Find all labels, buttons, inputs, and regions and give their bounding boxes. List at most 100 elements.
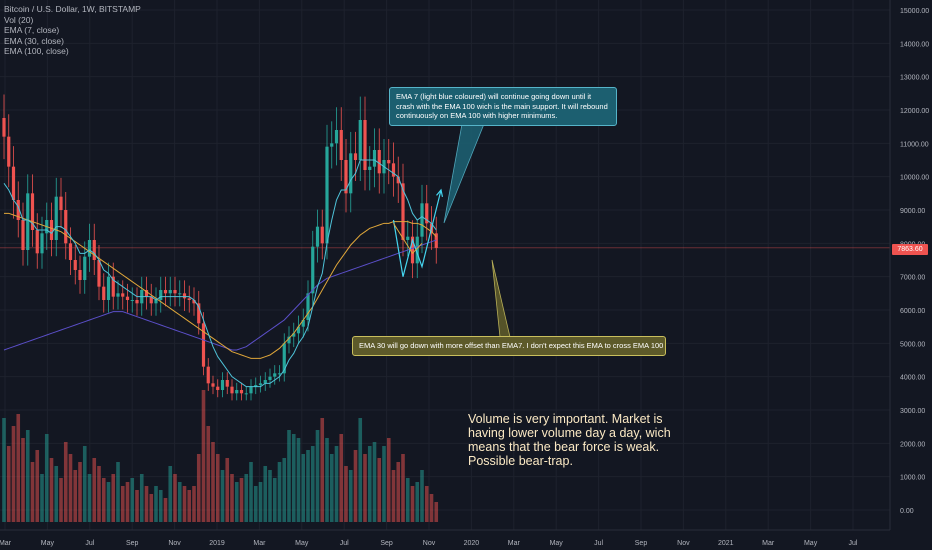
volume-bar [405,478,410,522]
candle-body [111,276,115,297]
candle-body [235,390,239,394]
volume-bar [320,418,325,522]
y-tick-label: 3000.00 [900,408,925,415]
volume-bar [87,474,92,522]
candle-body [154,300,158,304]
candle-body [35,230,39,254]
volume-bar [30,462,35,522]
volume-bar [135,490,139,522]
volume-bar [249,462,253,522]
candle-body [87,240,92,257]
y-tick-label: 6000.00 [900,308,925,315]
candle-body [410,236,415,264]
volume-bar [101,478,106,522]
candle-body [263,380,267,384]
candle-body [292,333,296,337]
candle-body [425,203,429,224]
volume-bar [410,486,415,522]
candle-body [306,293,310,320]
ema7-annotation[interactable]: EMA 7 (light blue coloured) will continu… [389,87,617,126]
x-tick-label: Mar [0,540,12,547]
candle-body [59,196,63,210]
projection-path [392,189,442,277]
legend-title: Bitcoin / U.S. Dollar, 1W, BITSTAMP [4,4,141,14]
volume-bar [63,442,68,522]
legend-ema30: EMA (30, close) [4,35,64,46]
volume-bar [68,454,73,522]
x-tick-label: May [41,540,55,547]
x-tick-label: Sep [126,540,139,547]
candle-body [287,336,291,344]
candle-body [187,298,191,300]
legend-ema7: EMA (7, close) [4,25,60,35]
x-tick-label: 2020 [464,540,480,547]
volume-bar [201,390,206,522]
volume-bar [291,434,296,522]
volume-bar [339,434,344,522]
x-tick-label: Jul [849,540,858,547]
candle-body [311,246,315,294]
volume-bar [158,490,163,522]
candle-body [182,293,187,299]
candle-body [125,296,130,300]
y-tick-label: 4000.00 [900,375,925,382]
volume-bar [130,478,135,522]
volume-bar [177,482,182,522]
legend-vol: Vol (20) [4,14,34,25]
candle-body [368,166,372,170]
volume-bar [116,462,120,522]
chart-legend: Bitcoin / U.S. Dollar, 1W, BITSTAMP Vol … [4,4,141,57]
volume-bar [111,474,116,522]
volume-bar [59,478,63,522]
volume-bar [49,458,54,522]
legend-ema100: EMA (100, close) [4,46,69,56]
y-tick-label: 11000.00 [900,141,929,148]
volume-bar [301,454,306,522]
candle-body [102,286,106,300]
candle-body [220,380,225,390]
candle-body [239,390,244,394]
candle-body [21,220,25,250]
volume-bar [315,430,320,522]
volume-annotation[interactable]: Volume is very important. Market is havi… [468,412,671,468]
candle-body [116,293,120,297]
candle-body [121,293,125,297]
volume-bar [429,494,434,522]
candle-body [216,386,220,390]
volume-bar [329,454,334,522]
current-price-badge: 7863.60 [892,244,928,255]
volume-bars [2,390,439,522]
volume-bar [310,446,315,522]
candle-body [315,226,320,247]
ema30-projection [393,223,423,255]
candle-body [230,386,234,394]
volume-bar [287,430,291,522]
ema30-annotation[interactable]: EMA 30 will go down with more offset tha… [352,336,666,356]
volume-bar [82,446,87,522]
volume-bar [277,462,282,522]
volume-bar [348,470,353,522]
volume-bar [401,454,405,522]
volume-bar [258,482,263,522]
y-tick-label: 13000.00 [900,75,929,82]
volume-bar [78,462,82,522]
candle-body [334,130,339,144]
volume-bar [35,450,40,522]
volume-bar [253,486,258,522]
y-tick-label: 15000.00 [900,8,929,15]
volume-bar [97,466,101,522]
candle-body [363,120,367,170]
volume-bar [334,446,339,522]
candle-body [244,393,248,395]
candle-body [268,376,272,380]
candle-body [92,240,96,260]
volume-bar [2,418,6,522]
candle-body [68,243,73,260]
volume-bar [434,502,439,522]
volume-bar [344,466,348,522]
volume-bar [225,458,230,522]
volume-bar [44,434,49,522]
volume-bar [420,470,424,522]
volume-bar [11,426,16,522]
